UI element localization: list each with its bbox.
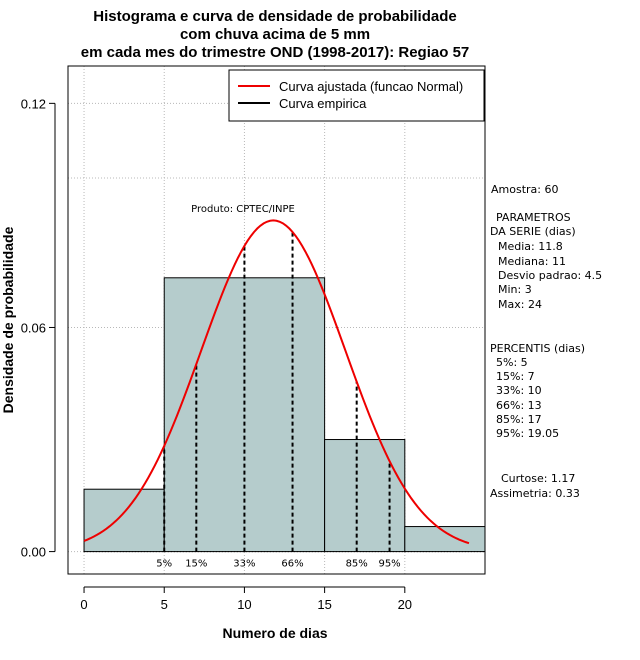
histogram-bar-0 — [83, 488, 165, 553]
stat-media: Media: 11.8 — [498, 240, 563, 253]
stat-p66: 66%: 13 — [496, 399, 542, 412]
stat-p15: 15%: 7 — [496, 370, 535, 383]
legend-label-normal: Curva ajustada (funcao Normal) — [279, 79, 463, 94]
percentile-label-4: 85% — [346, 559, 368, 570]
legend-box — [228, 69, 485, 122]
x-tick-label-0: 0 — [80, 597, 87, 612]
histogram-bar-2 — [324, 439, 406, 553]
y-tick-label-0: 0.00 — [21, 545, 46, 560]
stat-curtose: Curtose: 1.17 — [501, 472, 575, 485]
chart-title-line-2: com chuva acima de 5 mm — [180, 26, 370, 43]
stat-min: Min: 3 — [498, 283, 532, 296]
percentile-label-1: 15% — [185, 559, 207, 570]
product-annotation: Produto: CPTEC/INPE — [191, 204, 295, 215]
stat-parametros-title-2: DA SERIE (dias) — [490, 225, 576, 238]
stat-p5: 5%: 5 — [496, 356, 528, 369]
x-tick-label-4: 20 — [398, 597, 412, 612]
stat-amostra: Amostra: 60 — [491, 183, 558, 196]
histogram-bars — [83, 277, 486, 553]
legend-label-empirical: Curva empirica — [279, 96, 367, 111]
stat-assimetria: Assimetria: 0.33 — [490, 487, 580, 500]
percentile-label-5: 95% — [378, 559, 400, 570]
legend: Curva ajustada (funcao Normal) Curva emp… — [228, 69, 485, 122]
stat-mediana: Mediana: 11 — [498, 255, 566, 268]
chart-title-line-1: Histograma e curva de densidade de proba… — [93, 8, 456, 25]
normal-curve-layer — [83, 219, 470, 545]
axes: 0 5 10 15 20 0.00 0.06 0.12 — [21, 96, 412, 612]
percentile-label-3: 66% — [281, 559, 303, 570]
stat-percentis-title: PERCENTIS (dias) — [490, 342, 585, 355]
percentile-lines: 5% 15% 33% 66% 85% 95% — [156, 232, 401, 570]
x-tick-label-3: 15 — [317, 597, 331, 612]
y-tick-label-2: 0.12 — [21, 96, 46, 111]
x-axis-label: Numero de dias — [222, 625, 327, 641]
chart-title-line-3: em cada mes do trimestre OND (1998-2017)… — [81, 44, 470, 61]
normal-curve — [83, 219, 470, 545]
x-tick-label-2: 10 — [237, 597, 251, 612]
y-axis-label: Densidade de probabilidade — [0, 226, 16, 413]
y-tick-label-1: 0.06 — [21, 320, 46, 335]
stat-max: Max: 24 — [498, 298, 542, 311]
stat-desvio: Desvio padrao: 4.5 — [498, 269, 602, 282]
stats-panel: Amostra: 60 PARAMETROS DA SERIE (dias) M… — [490, 183, 602, 500]
percentile-label-2: 33% — [233, 559, 255, 570]
histogram-bar-3 — [404, 526, 486, 553]
percentile-label-0: 5% — [156, 559, 172, 570]
stat-parametros-title-1: PARAMETROS — [496, 211, 571, 224]
x-tick-label-1: 5 — [161, 597, 168, 612]
stat-p33: 33%: 10 — [496, 384, 542, 397]
plot-frame — [67, 65, 486, 575]
stat-p85: 85%: 17 — [496, 413, 542, 426]
stat-p95: 95%: 19.05 — [496, 427, 559, 440]
